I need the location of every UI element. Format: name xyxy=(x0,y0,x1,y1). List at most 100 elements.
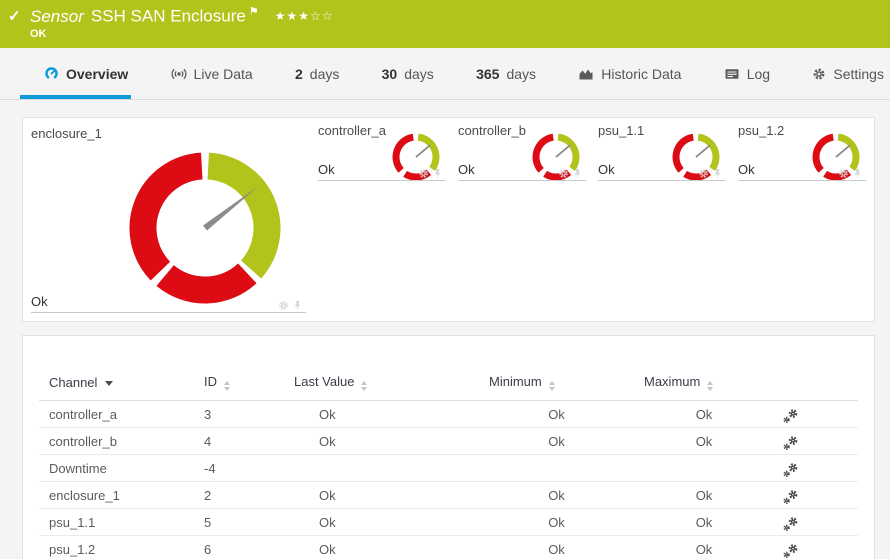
sort-icon xyxy=(224,381,230,391)
gear-icon[interactable] xyxy=(558,168,569,179)
tab-log[interactable]: Log xyxy=(724,48,770,99)
gauge-tile-enclosure-1[interactable]: enclosure_1 Ok xyxy=(28,123,306,313)
cell-minimum xyxy=(479,454,634,482)
channel-row: controller_a 3 Ok Ok Ok xyxy=(39,400,858,428)
gauge-value: Ok xyxy=(31,294,48,309)
cell-channel: controller_b xyxy=(39,427,194,455)
cell-last-value: Ok xyxy=(284,508,479,536)
tab-overview[interactable]: Overview xyxy=(19,48,132,99)
col-header-maximum[interactable]: Maximum xyxy=(634,372,774,401)
priority-stars[interactable]: ★★★☆☆ xyxy=(274,8,334,23)
channel-settings-icon[interactable] xyxy=(782,543,799,559)
object-kind-label: Sensor xyxy=(30,6,84,26)
gauge-title: controller_a xyxy=(318,123,386,138)
sort-icon xyxy=(707,381,714,391)
pin-icon[interactable] xyxy=(712,168,723,179)
pin-icon[interactable] xyxy=(852,168,863,179)
channel-table-panel: Channel ID Last Value Minimum Maximum co… xyxy=(22,335,875,559)
gauge-footer: Ok xyxy=(738,161,866,181)
tab-historic-data[interactable]: Historic Data xyxy=(578,48,681,99)
flag-icon[interactable]: ⚑ xyxy=(248,6,259,18)
overview-gauges-panel: enclosure_1 Ok controller_a Ok controlle… xyxy=(22,117,875,322)
gauge-tile-controller-b[interactable]: controller_b Ok xyxy=(455,123,586,181)
cell-last-value: Ok xyxy=(284,400,479,428)
gear-icon[interactable] xyxy=(838,168,849,179)
col-header-actions xyxy=(774,372,858,401)
cell-channel: enclosure_1 xyxy=(39,481,194,509)
channel-settings-icon[interactable] xyxy=(782,435,799,452)
pin-icon[interactable] xyxy=(572,168,583,179)
gear-icon xyxy=(812,67,826,81)
gauge-title: psu_1.1 xyxy=(598,123,645,138)
status-check-icon: ✓ xyxy=(8,8,21,25)
cell-maximum xyxy=(634,454,774,482)
cell-id: 5 xyxy=(194,508,284,536)
table-header-row: Channel ID Last Value Minimum Maximum xyxy=(39,372,858,401)
tab-365-days[interactable]: 365 days xyxy=(476,65,537,82)
pin-icon[interactable] xyxy=(432,168,443,179)
col-header-last-value[interactable]: Last Value xyxy=(284,372,479,401)
cell-last-value: Ok xyxy=(284,481,479,509)
gear-icon[interactable] xyxy=(278,300,289,311)
cell-id: 4 xyxy=(194,427,284,455)
cell-maximum: Ok xyxy=(634,400,774,428)
cell-maximum: Ok xyxy=(634,535,774,559)
channel-settings-icon[interactable] xyxy=(782,489,799,506)
gauge-value: Ok xyxy=(458,162,475,177)
cell-maximum: Ok xyxy=(634,427,774,455)
gauge-tile-controller-a[interactable]: controller_a Ok xyxy=(315,123,446,181)
cell-last-value xyxy=(284,454,479,482)
gauge-footer: Ok xyxy=(458,161,586,181)
tab-bar: Overview Live Data 2 days 30 days 365 da… xyxy=(0,48,890,100)
cell-id: 6 xyxy=(194,535,284,559)
channel-row: psu_1.2 6 Ok Ok Ok xyxy=(39,535,858,559)
status-gauge-chart xyxy=(392,133,440,181)
pin-icon[interactable] xyxy=(292,300,303,311)
cell-maximum: Ok xyxy=(634,481,774,509)
status-gauge-chart xyxy=(812,133,860,181)
broadcast-icon xyxy=(171,66,187,82)
gauge-value: Ok xyxy=(318,162,335,177)
gear-icon[interactable] xyxy=(698,168,709,179)
channel-settings-icon[interactable] xyxy=(782,462,799,479)
cell-minimum: Ok xyxy=(479,535,634,559)
channel-settings-icon[interactable] xyxy=(782,516,799,533)
gauge-footer: Ok xyxy=(31,293,306,313)
tab-30-days[interactable]: 30 days xyxy=(381,65,434,82)
status-badge: OK xyxy=(30,28,47,40)
cell-minimum: Ok xyxy=(479,508,634,536)
channel-row: psu_1.1 5 Ok Ok Ok xyxy=(39,508,858,536)
cell-minimum: Ok xyxy=(479,400,634,428)
col-header-id[interactable]: ID xyxy=(194,372,284,401)
gauge-value: Ok xyxy=(738,162,755,177)
channel-settings-icon[interactable] xyxy=(782,408,799,425)
col-header-channel[interactable]: Channel xyxy=(39,372,194,401)
log-list-icon xyxy=(724,66,740,82)
cell-minimum: Ok xyxy=(479,427,634,455)
col-header-minimum[interactable]: Minimum xyxy=(479,372,634,401)
gauge-title: controller_b xyxy=(458,123,526,138)
sort-desc-icon xyxy=(105,381,114,386)
sort-icon xyxy=(548,381,555,391)
tab-settings[interactable]: Settings xyxy=(812,48,884,99)
cell-channel: psu_1.2 xyxy=(39,535,194,559)
cell-channel: Downtime xyxy=(39,454,194,482)
gauge-footer: Ok xyxy=(318,161,446,181)
cell-id: -4 xyxy=(194,454,284,482)
gauge-tile-psu-1-2[interactable]: psu_1.2 Ok xyxy=(735,123,866,181)
cell-channel: controller_a xyxy=(39,400,194,428)
gauge-footer: Ok xyxy=(598,161,726,181)
sort-icon xyxy=(361,381,368,391)
gauge-title: psu_1.2 xyxy=(738,123,785,138)
tab-2-days[interactable]: 2 days xyxy=(294,65,340,82)
cell-maximum: Ok xyxy=(634,508,774,536)
channel-table: Channel ID Last Value Minimum Maximum co… xyxy=(39,372,858,559)
status-gauge-chart xyxy=(672,133,720,181)
gauge-title: enclosure_1 xyxy=(31,126,102,141)
sensor-status-bar: ✓ Sensor SSH SAN Enclosure ⚑ ★★★☆☆ OK xyxy=(0,0,890,48)
tab-live-data[interactable]: Live Data xyxy=(171,48,253,99)
page-title: SSH SAN Enclosure xyxy=(90,6,246,26)
gauge-icon xyxy=(44,66,59,81)
gauge-tile-psu-1-1[interactable]: psu_1.1 Ok xyxy=(595,123,726,181)
gear-icon[interactable] xyxy=(418,168,429,179)
